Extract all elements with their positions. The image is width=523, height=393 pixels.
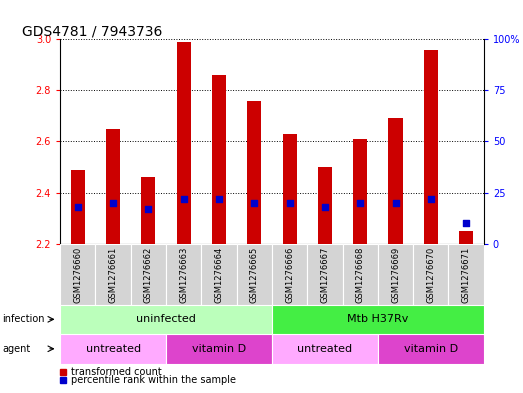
Point [144, 206, 153, 212]
Bar [378, 334, 484, 364]
Text: vitamin D: vitamin D [192, 344, 246, 354]
Point [286, 200, 294, 206]
Bar [318, 167, 332, 244]
Bar [201, 244, 236, 305]
Text: percentile rank within the sample: percentile rank within the sample [71, 375, 235, 386]
Bar [424, 50, 438, 244]
Point [215, 196, 223, 202]
Bar [131, 244, 166, 305]
Bar [95, 244, 131, 305]
Text: Mtb H37Rv: Mtb H37Rv [347, 314, 408, 324]
Text: untreated: untreated [86, 344, 141, 354]
Text: GSM1276670: GSM1276670 [426, 247, 435, 303]
Point [250, 200, 258, 206]
Point [427, 196, 435, 202]
Bar [166, 334, 272, 364]
Text: GSM1276668: GSM1276668 [356, 247, 365, 303]
Bar [60, 305, 272, 334]
Text: GSM1276661: GSM1276661 [109, 247, 118, 303]
Text: GSM1276671: GSM1276671 [462, 247, 471, 303]
Text: vitamin D: vitamin D [404, 344, 458, 354]
Bar [166, 244, 201, 305]
Bar [307, 244, 343, 305]
Bar [71, 169, 85, 244]
Text: GSM1276660: GSM1276660 [73, 247, 82, 303]
Text: transformed count: transformed count [71, 367, 162, 377]
Bar [459, 231, 473, 244]
Text: agent: agent [3, 344, 31, 354]
Text: GSM1276669: GSM1276669 [391, 247, 400, 303]
Bar [247, 101, 262, 244]
Bar [282, 134, 297, 244]
Bar [378, 244, 413, 305]
Bar [60, 244, 95, 305]
Bar [343, 244, 378, 305]
Bar [212, 75, 226, 244]
Text: GDS4781 / 7943736: GDS4781 / 7943736 [22, 24, 163, 38]
Text: GSM1276663: GSM1276663 [179, 247, 188, 303]
Text: GSM1276664: GSM1276664 [214, 247, 223, 303]
Text: GSM1276662: GSM1276662 [144, 247, 153, 303]
Bar [353, 139, 367, 244]
Text: GSM1276665: GSM1276665 [250, 247, 259, 303]
Bar [60, 334, 166, 364]
Bar [449, 244, 484, 305]
Point [321, 204, 329, 210]
Point [391, 200, 400, 206]
Bar [389, 119, 403, 244]
Bar [236, 244, 272, 305]
Bar [272, 244, 308, 305]
Bar [413, 244, 449, 305]
Bar [177, 42, 191, 244]
Bar [272, 305, 484, 334]
Point [109, 200, 117, 206]
Bar [272, 334, 378, 364]
Point [179, 196, 188, 202]
Text: uninfected: uninfected [136, 314, 196, 324]
Point [356, 200, 365, 206]
Text: infection: infection [3, 314, 45, 324]
Bar [106, 129, 120, 244]
Bar [141, 177, 155, 244]
Text: untreated: untreated [298, 344, 353, 354]
Point [462, 220, 470, 226]
Text: GSM1276667: GSM1276667 [321, 247, 329, 303]
Text: GSM1276666: GSM1276666 [285, 247, 294, 303]
Point [74, 204, 82, 210]
